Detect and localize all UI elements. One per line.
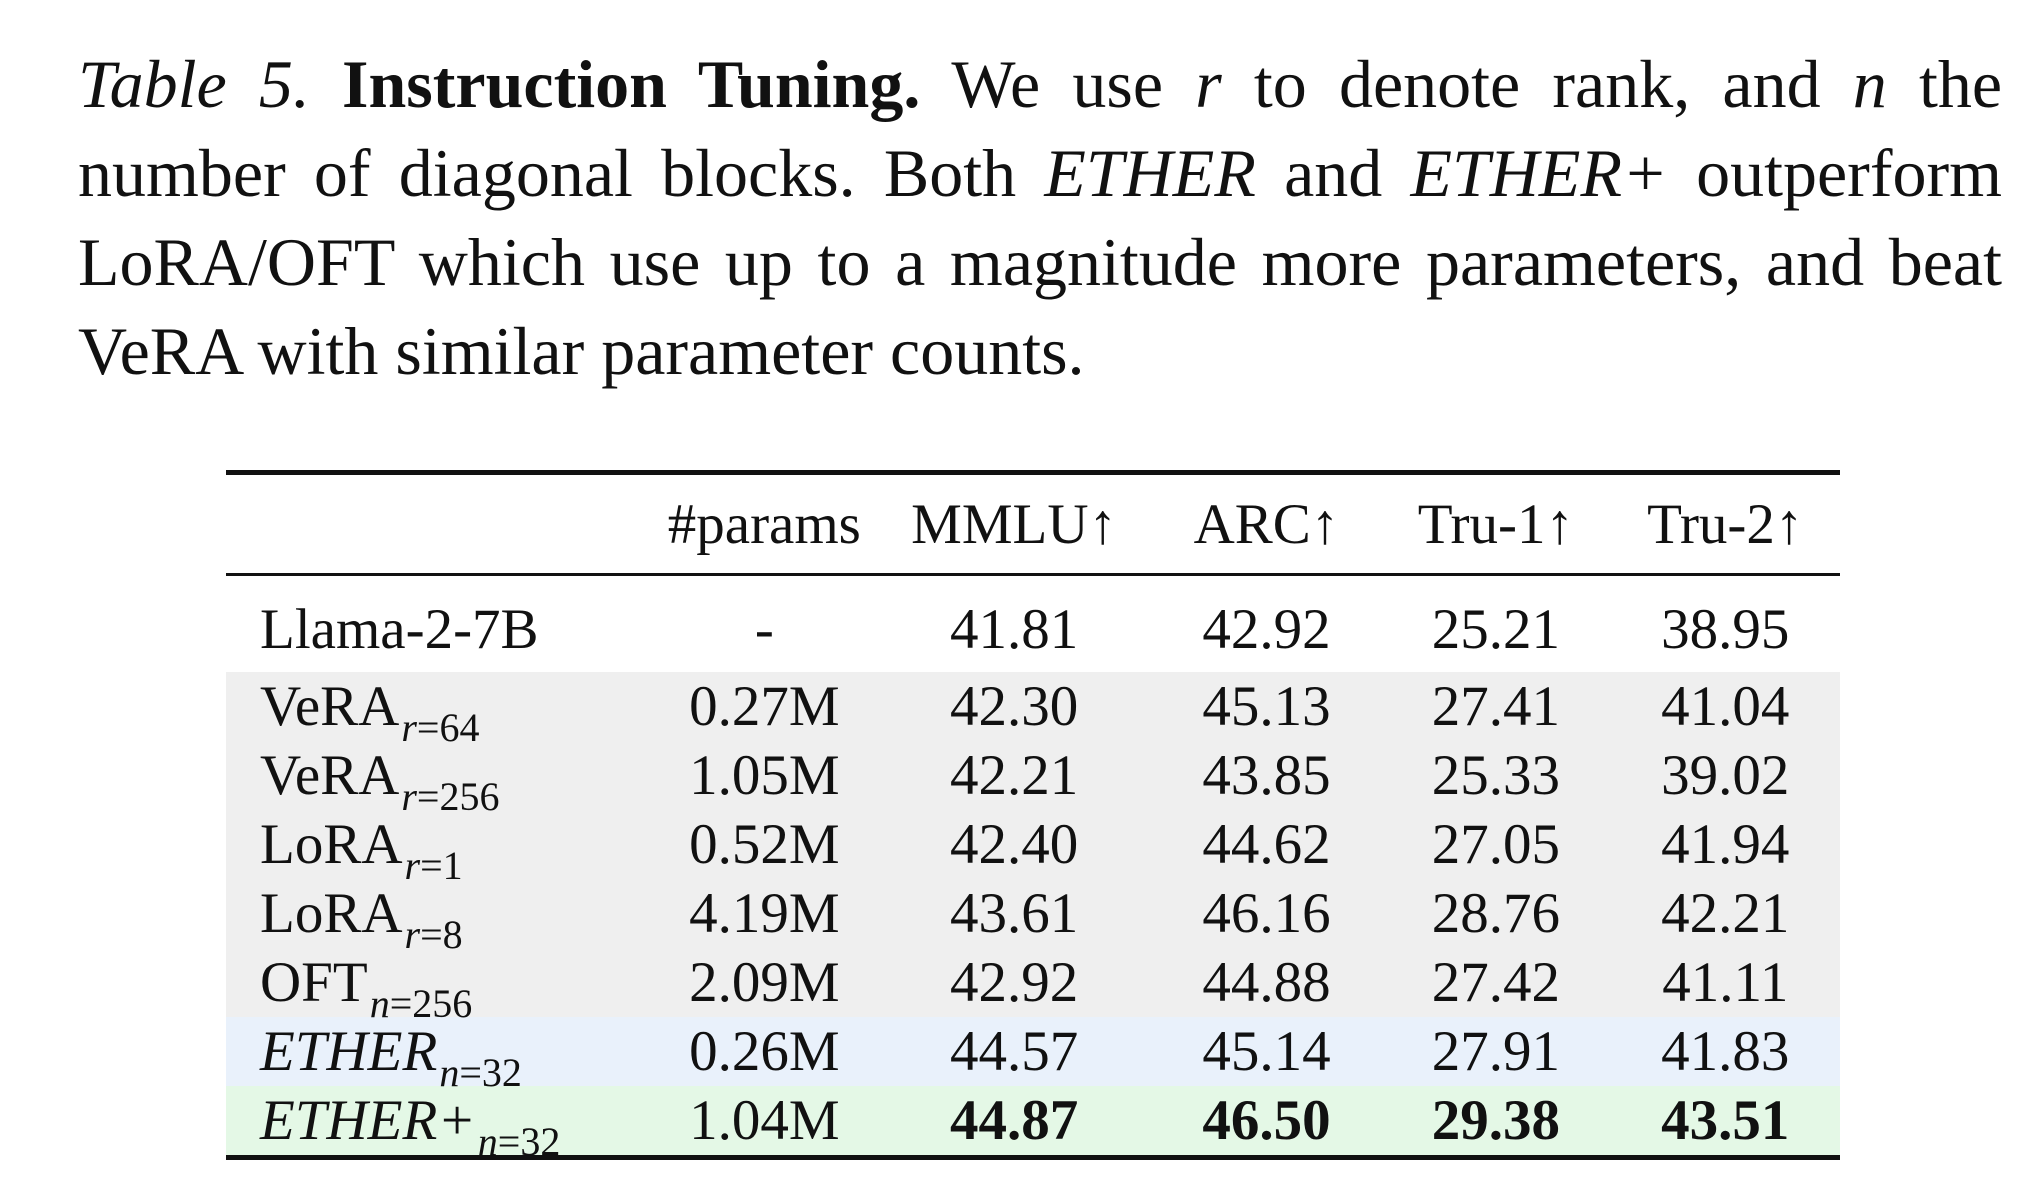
header-method (226, 473, 652, 575)
caption-text-5: outperform LoRA/OFT which use up to a ma… (78, 135, 2002, 389)
cell-tru1: 27.41 (1381, 672, 1611, 741)
header-params: #params (667, 492, 861, 556)
table-row: VeRAr=64 0.27M 42.30 45.13 27.41 41.04 (226, 672, 1840, 750)
cell-params: 0.27M (652, 672, 877, 741)
caption-title: Instruction Tuning. (342, 46, 921, 122)
cell-tru2: 41.04 (1610, 672, 1840, 741)
cell-tru1: 27.05 (1381, 810, 1611, 879)
cell-tru2: 41.94 (1610, 810, 1840, 879)
row-method: VeRAr=256 (226, 741, 653, 819)
cell-tru1: 29.38 (1381, 1086, 1611, 1158)
method-subscript: r=1 (404, 843, 463, 888)
cell-params: 1.04M (652, 1086, 877, 1158)
results-table-container: #params MMLU↑ ARC↑ Tru-1↑ Tru-2↑ Llama-2… (226, 470, 1840, 1164)
row-method: ETHERn=32 (226, 1017, 653, 1095)
cell-mmlu: 42.40 (876, 810, 1152, 879)
cell-mmlu: 42.92 (876, 948, 1152, 1017)
method-name: ETHER+ (260, 1089, 476, 1152)
cell-arc: 44.88 (1151, 948, 1382, 1017)
cell-tru1: 28.76 (1381, 879, 1611, 948)
row-method: LoRAr=8 (226, 879, 653, 957)
cell-mmlu: 44.57 (876, 1017, 1152, 1086)
cell-tru2: 41.11 (1610, 948, 1840, 1017)
cell-arc: 46.16 (1151, 879, 1382, 948)
method-subscript: r=256 (401, 774, 500, 819)
header-tru2: Tru-2↑ (1647, 492, 1804, 556)
header-arc: ARC↑ (1193, 492, 1340, 556)
cell-mmlu: 41.81 (949, 597, 1079, 661)
cell-tru2: 42.21 (1610, 879, 1840, 948)
table-row: LoRAr=1 0.52M 42.40 44.62 27.05 41.94 (226, 810, 1840, 888)
method-name: LoRA (260, 813, 403, 876)
caption-var-n: n (1852, 46, 1887, 122)
row-method: Llama-2-7B (226, 575, 652, 673)
method-name: VeRA (260, 675, 400, 738)
table-row: Llama-2-7B - 41.81 42.92 25.21 38.95 (226, 575, 1840, 673)
cell-tru1: 25.21 (1431, 597, 1560, 661)
cell-arc: 43.85 (1151, 741, 1382, 810)
table-row: VeRAr=256 1.05M 42.21 43.85 25.33 39.02 (226, 741, 1840, 819)
method-name: OFT (260, 951, 368, 1014)
method-subscript: r=64 (401, 705, 480, 750)
row-method: LoRAr=1 (226, 810, 653, 888)
table-row: LoRAr=8 4.19M 43.61 46.16 28.76 42.21 (226, 879, 1840, 957)
method-subscript: r=8 (404, 912, 463, 957)
table-row: OFTn=256 2.09M 42.92 44.88 27.42 41.11 (226, 948, 1840, 1026)
cell-tru2: 38.95 (1661, 597, 1790, 661)
caption-ether: ETHER (1044, 135, 1256, 211)
caption-text-1: We use (951, 46, 1164, 122)
cell-mmlu: 42.21 (876, 741, 1152, 810)
results-table: #params MMLU↑ ARC↑ Tru-1↑ Tru-2↑ Llama-2… (226, 470, 1840, 1164)
cell-params: 0.26M (652, 1017, 877, 1086)
row-method: ETHER+n=32 (226, 1086, 653, 1164)
row-method: OFTn=256 (226, 948, 653, 1026)
header-mmlu: MMLU↑ (911, 492, 1118, 556)
cell-arc: 42.92 (1202, 597, 1331, 661)
cell-params: 0.52M (652, 810, 877, 879)
cell-mmlu: 43.61 (876, 879, 1152, 948)
table-caption: Table 5. Instruction Tuning. We use r to… (78, 40, 2002, 396)
cell-arc: 44.62 (1151, 810, 1382, 879)
table-row: ETHERn=32 0.26M 44.57 45.14 27.91 41.83 (226, 1017, 1840, 1095)
caption-label: Table 5. (78, 46, 310, 122)
caption-text-2: to denote rank, and (1253, 46, 1821, 122)
cell-tru1: 27.91 (1381, 1017, 1611, 1086)
row-method: VeRAr=64 (226, 672, 653, 750)
header-tru1: Tru-1↑ (1417, 492, 1574, 556)
cell-tru2: 43.51 (1610, 1086, 1840, 1158)
method-name: ETHER (260, 1020, 438, 1083)
method-name: Llama-2-7B (260, 597, 539, 661)
table-row: ETHER+n=32 1.04M 44.87 46.50 29.38 43.51 (226, 1086, 1840, 1164)
method-subscript: n=32 (477, 1119, 561, 1164)
cell-tru1: 27.42 (1381, 948, 1611, 1017)
method-name: LoRA (260, 882, 403, 945)
cell-tru2: 41.83 (1610, 1017, 1840, 1086)
cell-params: 1.05M (652, 741, 877, 810)
method-subscript: n=256 (369, 981, 473, 1026)
cell-arc: 45.14 (1151, 1017, 1382, 1086)
cell-mmlu: 42.30 (876, 672, 1152, 741)
cell-mmlu: 44.87 (876, 1086, 1152, 1158)
cell-arc: 45.13 (1151, 672, 1382, 741)
method-subscript: n=32 (439, 1050, 522, 1095)
cell-tru1: 25.33 (1381, 741, 1611, 810)
caption-ether-plus: ETHER+ (1410, 135, 1668, 211)
table-header-row: #params MMLU↑ ARC↑ Tru-1↑ Tru-2↑ (226, 472, 1840, 575)
cell-params: 4.19M (652, 879, 877, 948)
cell-arc: 46.50 (1151, 1086, 1382, 1158)
cell-tru2: 39.02 (1610, 741, 1840, 810)
caption-var-r: r (1195, 46, 1222, 122)
cell-params: - (754, 597, 774, 661)
caption-text-3: the number of diagonal blocks. Both (78, 46, 2003, 211)
method-name: VeRA (260, 744, 400, 807)
caption-text-4: and (1284, 135, 1383, 211)
cell-params: 2.09M (652, 948, 877, 1017)
